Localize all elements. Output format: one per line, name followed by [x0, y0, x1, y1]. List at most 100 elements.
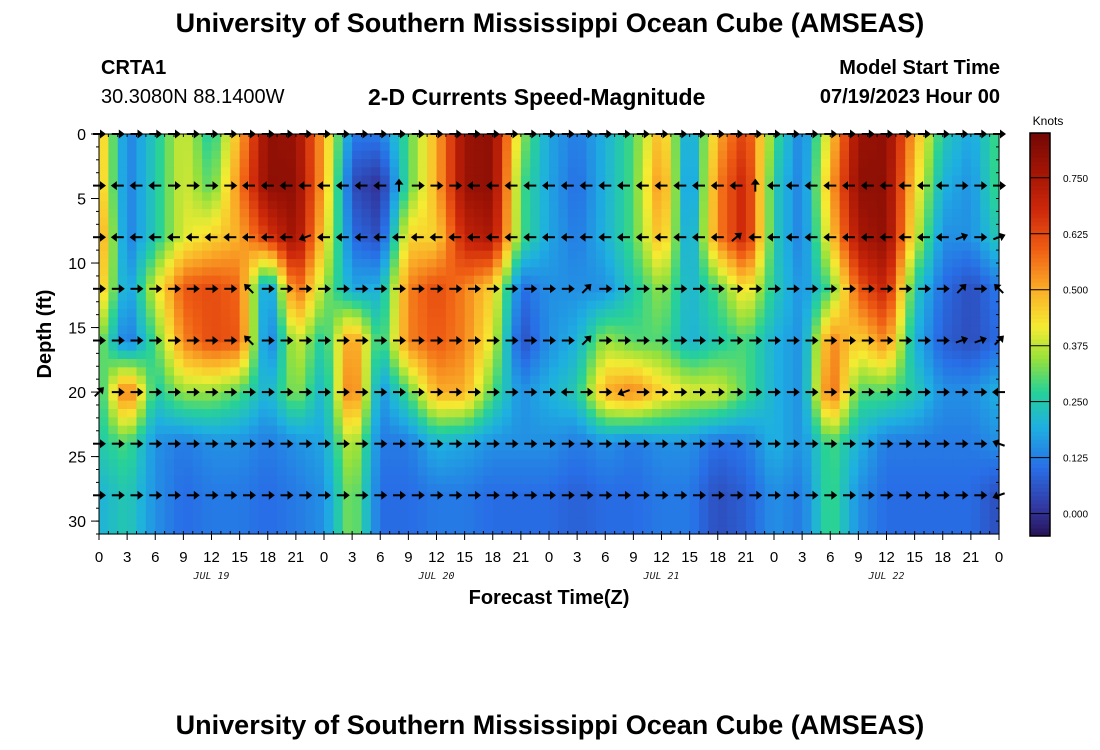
heatmap-cell	[670, 167, 681, 177]
heatmap-cell	[211, 409, 222, 418]
heatmap-cell	[502, 342, 513, 352]
heatmap-cell	[192, 425, 203, 435]
heatmap-cell	[858, 175, 869, 185]
heatmap-cell	[202, 134, 213, 143]
heatmap-cell	[661, 425, 672, 435]
heatmap-cell	[680, 267, 691, 277]
heatmap-cell	[380, 200, 391, 210]
heatmap-cell	[783, 309, 794, 318]
heatmap-cell	[164, 434, 175, 443]
heatmap-cell	[549, 359, 559, 368]
heatmap-cell	[445, 492, 456, 502]
heatmap-cell	[933, 342, 944, 352]
heatmap-cell	[567, 234, 578, 243]
heatmap-cell	[370, 525, 381, 535]
heatmap-cell	[811, 450, 822, 460]
heatmap-cell	[727, 134, 738, 143]
heatmap-cell	[295, 192, 306, 202]
heatmap-cell	[220, 375, 231, 385]
heatmap-cell	[427, 492, 438, 502]
heatmap-cell	[558, 184, 569, 193]
heatmap-cell	[408, 259, 419, 268]
heatmap-cell	[277, 325, 288, 335]
heatmap-cell	[633, 350, 644, 360]
heatmap-cell	[220, 334, 231, 343]
heatmap-cell	[914, 192, 925, 202]
heatmap-cell	[567, 459, 578, 468]
heatmap-cell	[708, 142, 719, 152]
heatmap-cell	[708, 150, 719, 160]
heatmap-cell	[389, 209, 400, 218]
heatmap-cell	[633, 442, 644, 452]
heatmap-cell	[689, 134, 700, 143]
heatmap-cell	[605, 392, 616, 402]
heatmap-cell	[108, 159, 119, 168]
heatmap-cell	[642, 175, 653, 185]
heatmap-cell	[905, 184, 916, 193]
heatmap-cell	[670, 200, 681, 210]
heatmap-cell	[877, 484, 888, 493]
heatmap-cell	[333, 450, 344, 460]
heatmap-cell	[249, 225, 259, 235]
heatmap-cell	[324, 184, 334, 193]
heatmap-cell	[774, 450, 784, 460]
heatmap-cell	[539, 359, 550, 368]
heatmap-cell	[605, 525, 616, 535]
heatmap-cell	[708, 409, 719, 418]
heatmap-cell	[549, 150, 559, 160]
heatmap-cell	[277, 434, 288, 443]
heatmap-cell	[408, 434, 419, 443]
heatmap-cell	[755, 425, 766, 435]
heatmap-cell	[924, 175, 934, 185]
heatmap-cell	[774, 217, 784, 227]
heatmap-cell	[164, 392, 175, 402]
heatmap-cell	[549, 425, 559, 435]
heatmap-cell	[455, 250, 466, 260]
heatmap-cell	[258, 425, 269, 435]
heatmap-cell	[408, 342, 419, 352]
heatmap-cell	[970, 425, 981, 435]
heatmap-cell	[145, 384, 156, 393]
current-arrow	[935, 181, 949, 191]
current-arrow	[581, 335, 592, 346]
heatmap-cell	[108, 434, 119, 443]
heatmap-cell	[708, 200, 719, 210]
current-arrow	[505, 284, 519, 294]
heatmap-cell	[474, 300, 484, 310]
heatmap-cell	[970, 225, 981, 235]
heatmap-cell	[989, 309, 1000, 318]
heatmap-cell	[286, 217, 297, 227]
heatmap-cell	[136, 450, 147, 460]
heatmap-cell	[230, 517, 241, 527]
current-arrow	[842, 181, 855, 191]
heatmap-cell	[117, 275, 128, 285]
current-arrow	[261, 336, 275, 345]
heatmap-cell	[549, 134, 559, 143]
heatmap-cell	[614, 409, 625, 418]
heatmap-cell	[549, 509, 559, 518]
current-arrow	[130, 490, 144, 500]
heatmap-cell	[549, 350, 559, 360]
heatmap-cell	[811, 442, 822, 452]
heatmap-cell	[108, 342, 119, 352]
heatmap-cell	[483, 442, 494, 452]
heatmap-cell	[727, 359, 738, 368]
heatmap-cell	[820, 350, 831, 360]
current-arrow	[860, 181, 874, 191]
heatmap-cell	[136, 209, 147, 218]
heatmap-cell	[417, 417, 428, 427]
current-arrow	[486, 490, 500, 500]
heatmap-cell	[924, 242, 934, 252]
heatmap-cell	[474, 342, 484, 352]
heatmap-cell	[202, 459, 213, 468]
heatmap-cell	[211, 200, 222, 210]
heatmap-cell	[633, 259, 644, 268]
heatmap-cell	[483, 434, 494, 443]
heatmap-cell	[324, 359, 334, 368]
heatmap-cell	[830, 200, 841, 210]
heatmap-cell	[755, 217, 766, 227]
heatmap-cell	[820, 142, 831, 152]
heatmap-cell	[436, 300, 447, 310]
heatmap-cell	[933, 184, 944, 193]
heatmap-cell	[877, 350, 888, 360]
